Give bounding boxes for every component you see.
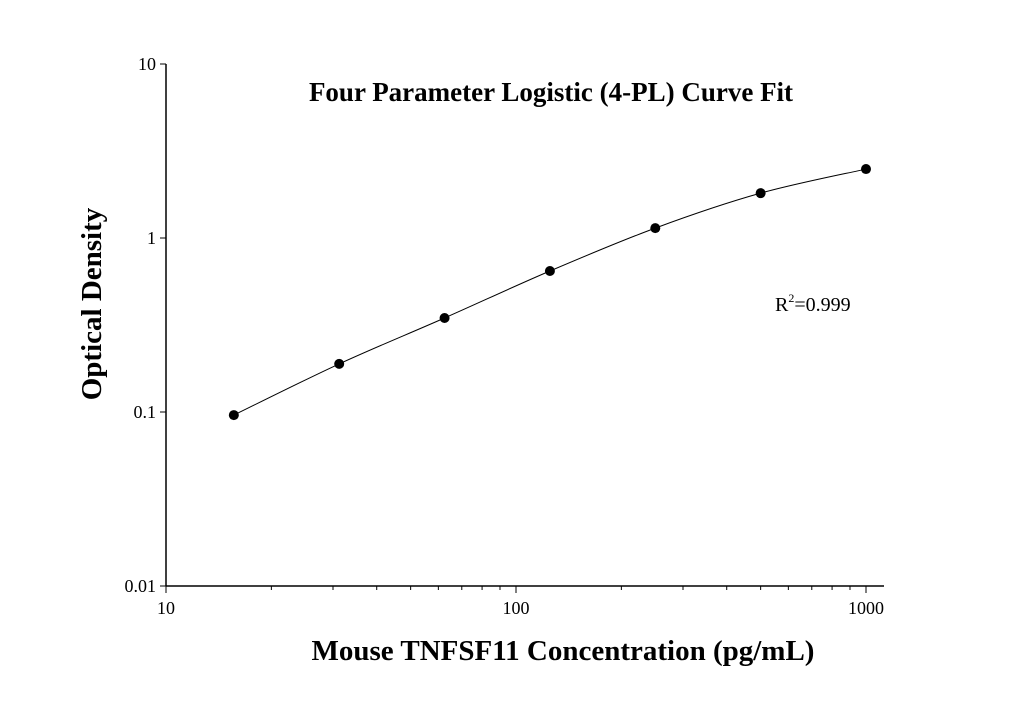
y-tick-label: 10 bbox=[138, 54, 156, 74]
data-points bbox=[228, 164, 871, 421]
x-tick-label: 100 bbox=[503, 598, 530, 618]
data-point bbox=[439, 312, 450, 323]
y-tick-label: 0.1 bbox=[134, 402, 157, 422]
fit-curve bbox=[233, 168, 867, 416]
x-axis-title: Mouse TNFSF11 Concentration (pg/mL) bbox=[312, 635, 815, 667]
data-point bbox=[228, 410, 239, 421]
x-tick-label: 10 bbox=[157, 598, 175, 618]
r-squared-annotation: R2=0.999 bbox=[775, 291, 851, 316]
data-point bbox=[861, 164, 871, 175]
data-point bbox=[650, 223, 661, 234]
y-axis-title: Optical Density bbox=[76, 207, 108, 400]
x-tick-label: 1000 bbox=[848, 598, 884, 618]
axes: 10 100 1000 0.01 0.1 1 10 bbox=[125, 54, 884, 618]
y-tick-label: 0.01 bbox=[125, 576, 157, 596]
chart-title: Four Parameter Logistic (4-PL) Curve Fit bbox=[309, 77, 793, 107]
data-point bbox=[334, 358, 345, 369]
data-point bbox=[544, 266, 555, 277]
r-value: =0.999 bbox=[794, 294, 850, 316]
r-label: R bbox=[775, 294, 789, 316]
data-point bbox=[755, 188, 766, 199]
r-superscript: 2 bbox=[788, 291, 794, 305]
y-tick-label: 1 bbox=[147, 228, 156, 248]
